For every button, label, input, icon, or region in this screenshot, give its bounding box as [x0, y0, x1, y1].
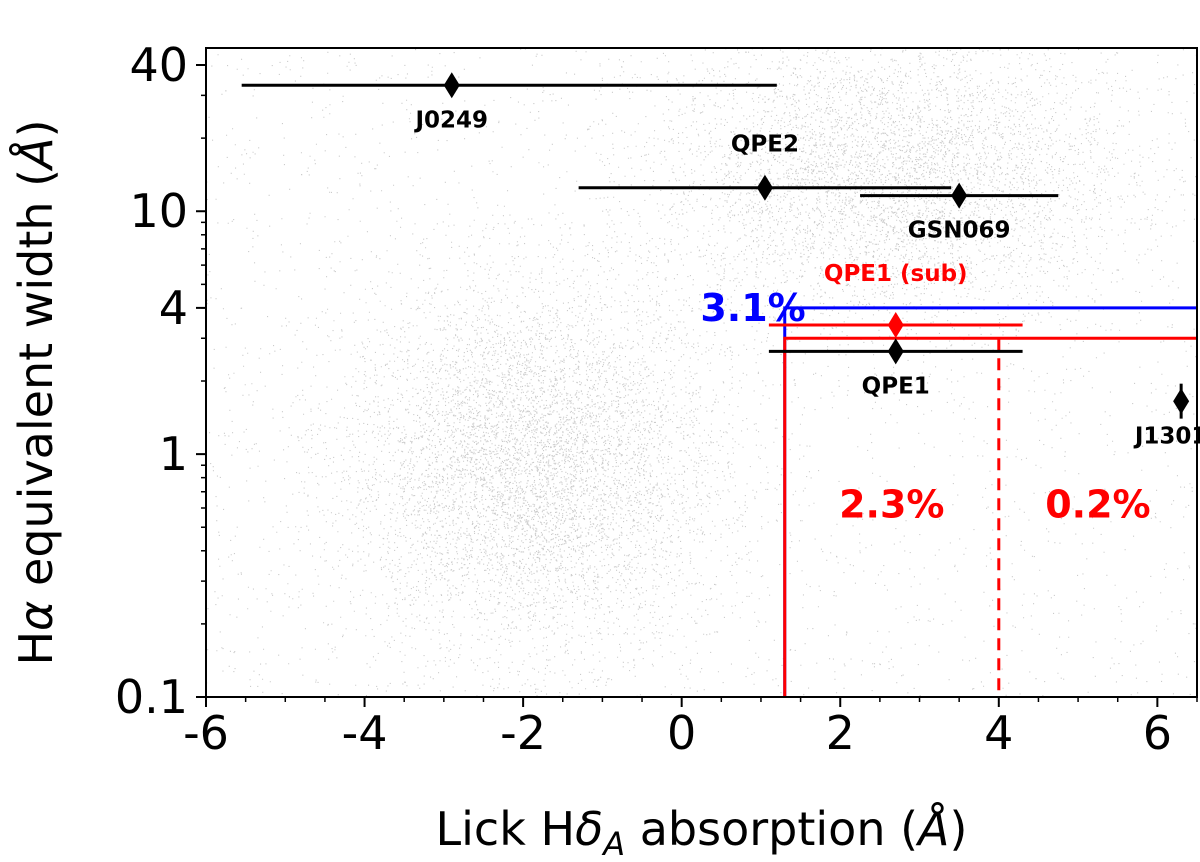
red-region	[783, 336, 1197, 697]
label-gsn069: GSN069	[908, 218, 1011, 244]
marker-qpe1-sub: QPE1 (sub)	[768, 261, 1023, 339]
x-tick-label: 0	[667, 706, 696, 760]
marker-j0249: J0249	[241, 72, 777, 133]
y-tick-label: 1	[159, 427, 188, 481]
y-tick-label: 0.1	[115, 670, 188, 724]
selection-regions	[783, 306, 1197, 697]
marker-qpe1: QPE1	[768, 338, 1023, 399]
y-tick-label: 40	[129, 38, 188, 92]
x-tick-label: 2	[826, 706, 855, 760]
qpe-host-markers: J0249 QPE2 GSN069 QPE1 (sub) QPE1 J1301	[241, 72, 1200, 449]
diamond-qpe2	[756, 174, 773, 201]
label-j0249: J0249	[413, 107, 488, 133]
label-qpe1-sub: QPE1 (sub)	[824, 261, 968, 287]
diamond-j1301	[1173, 388, 1190, 415]
label-j1301: J1301	[1133, 423, 1200, 449]
fraction-label-1: 3.1%	[700, 286, 805, 330]
x-tick-label: -2	[500, 706, 546, 760]
marker-j1301: J1301	[1133, 383, 1200, 449]
y-tick-label: 10	[129, 184, 188, 238]
x-tick-label: -6	[183, 706, 229, 760]
x-tick-label: 4	[984, 706, 1013, 760]
label-qpe2: QPE2	[731, 132, 799, 158]
axes: -6 -4 -2 0 2 4 6 0.1 1 4 10 40	[115, 38, 1198, 760]
fraction-annotations: 3.1% 2.3% 0.2%	[700, 286, 1150, 527]
y-axis-title: Hα equivalent width (Å)	[9, 119, 63, 665]
x-tick-label: 6	[1143, 706, 1172, 760]
background-galaxy-scatter	[206, 48, 1198, 699]
diamond-gsn069	[951, 182, 968, 209]
diamond-qpe1	[887, 338, 904, 365]
plot-frame	[205, 47, 1198, 698]
x-tick-label: -4	[342, 706, 388, 760]
scatter-points	[206, 48, 1198, 699]
marker-gsn069: GSN069	[860, 182, 1059, 244]
x-axis-title: Lick HδA absorption (Å)	[436, 802, 968, 862]
marker-qpe2: QPE2	[578, 132, 952, 201]
diamond-j0249	[443, 72, 460, 99]
y-tick-label: 4	[159, 281, 188, 335]
fraction-label-3: 0.2%	[1045, 483, 1150, 527]
fraction-label-2: 2.3%	[839, 483, 944, 527]
diamond-qpe1-sub	[887, 312, 904, 339]
label-qpe1: QPE1	[862, 373, 930, 399]
